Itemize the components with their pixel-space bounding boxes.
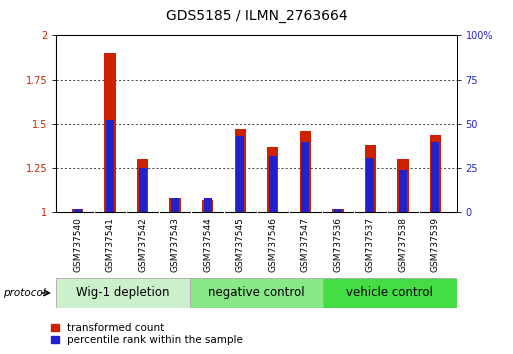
Bar [139, 168, 147, 212]
Bar [399, 170, 407, 212]
Bar [137, 159, 148, 212]
Text: GSM737538: GSM737538 [399, 217, 407, 273]
Bar [300, 131, 311, 212]
Bar [431, 142, 440, 212]
Bar [269, 156, 277, 212]
Text: GSM737541: GSM737541 [106, 217, 114, 272]
Text: GSM737543: GSM737543 [171, 217, 180, 272]
Bar [397, 159, 408, 212]
Bar [365, 145, 376, 212]
Bar [301, 142, 309, 212]
Text: GSM737545: GSM737545 [236, 217, 245, 272]
Bar [56, 278, 190, 308]
Bar [72, 209, 83, 212]
Text: GSM737542: GSM737542 [138, 217, 147, 272]
Bar [234, 129, 246, 212]
Text: GSM737540: GSM737540 [73, 217, 82, 272]
Bar [267, 147, 279, 212]
Bar [169, 198, 181, 212]
Text: GSM737546: GSM737546 [268, 217, 277, 272]
Text: GSM737544: GSM737544 [203, 217, 212, 272]
Bar [171, 198, 179, 212]
Text: Wig-1 depletion: Wig-1 depletion [76, 286, 170, 299]
Bar [106, 120, 114, 212]
Bar [332, 209, 344, 212]
Text: GSM737547: GSM737547 [301, 217, 310, 272]
Bar [204, 198, 212, 212]
Bar [366, 158, 374, 212]
Text: negative control: negative control [208, 286, 305, 299]
Bar [105, 53, 116, 212]
Bar [73, 209, 82, 212]
Text: GDS5185 / ILMN_2763664: GDS5185 / ILMN_2763664 [166, 9, 347, 23]
Legend: transformed count, percentile rank within the sample: transformed count, percentile rank withi… [51, 323, 243, 345]
Text: GSM737536: GSM737536 [333, 217, 342, 273]
Bar [236, 136, 244, 212]
Text: GSM737537: GSM737537 [366, 217, 375, 273]
Text: vehicle control: vehicle control [346, 286, 433, 299]
Bar [202, 200, 213, 212]
Text: GSM737539: GSM737539 [431, 217, 440, 273]
Bar [430, 135, 441, 212]
Text: protocol: protocol [3, 288, 45, 298]
Bar [334, 209, 342, 212]
Bar [190, 278, 323, 308]
Bar [323, 278, 457, 308]
